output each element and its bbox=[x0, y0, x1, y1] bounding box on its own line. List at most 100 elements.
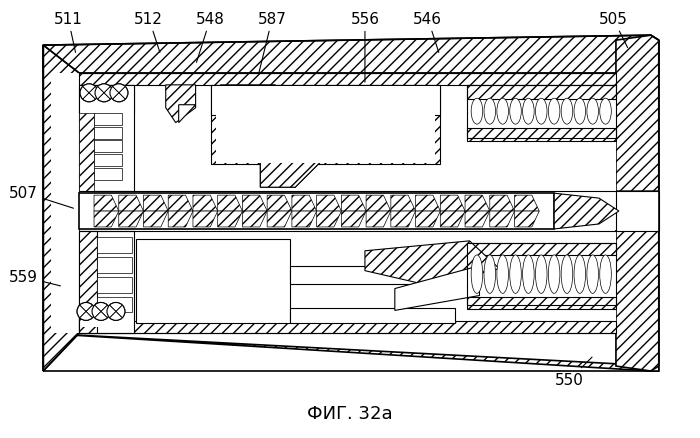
Ellipse shape bbox=[587, 99, 598, 125]
Bar bbox=[94, 141, 122, 153]
Polygon shape bbox=[440, 196, 465, 212]
Polygon shape bbox=[119, 212, 144, 227]
Text: 559: 559 bbox=[9, 269, 60, 286]
Polygon shape bbox=[267, 212, 292, 227]
Ellipse shape bbox=[471, 99, 483, 125]
Polygon shape bbox=[490, 212, 514, 227]
Text: 587: 587 bbox=[258, 12, 287, 73]
Polygon shape bbox=[193, 212, 218, 227]
Ellipse shape bbox=[548, 99, 560, 125]
Bar bbox=[97, 297, 132, 313]
Polygon shape bbox=[193, 196, 218, 212]
Bar bbox=[290, 266, 420, 284]
Bar bbox=[97, 277, 132, 293]
Polygon shape bbox=[43, 36, 659, 74]
Bar bbox=[466, 298, 616, 310]
Bar bbox=[79, 304, 129, 328]
Polygon shape bbox=[43, 333, 659, 371]
Ellipse shape bbox=[536, 99, 547, 125]
Polygon shape bbox=[342, 212, 366, 227]
Polygon shape bbox=[144, 212, 168, 227]
Text: ФИГ. 32а: ФИГ. 32а bbox=[307, 404, 393, 422]
Text: 511: 511 bbox=[54, 12, 83, 53]
Polygon shape bbox=[218, 196, 242, 212]
Polygon shape bbox=[616, 231, 659, 371]
Bar bbox=[216, 87, 435, 164]
Bar bbox=[97, 257, 132, 273]
Ellipse shape bbox=[510, 255, 522, 294]
Polygon shape bbox=[316, 212, 342, 227]
Bar bbox=[94, 169, 122, 181]
Circle shape bbox=[77, 303, 95, 321]
Polygon shape bbox=[119, 196, 144, 212]
Ellipse shape bbox=[536, 255, 547, 294]
Polygon shape bbox=[514, 196, 539, 212]
Bar bbox=[466, 86, 616, 138]
Ellipse shape bbox=[523, 99, 534, 125]
Circle shape bbox=[110, 85, 128, 102]
Polygon shape bbox=[465, 196, 490, 212]
Bar bbox=[79, 321, 616, 333]
Ellipse shape bbox=[561, 255, 573, 294]
Ellipse shape bbox=[510, 99, 522, 125]
Bar bbox=[83, 87, 128, 113]
Text: 548: 548 bbox=[196, 12, 225, 63]
Circle shape bbox=[95, 85, 113, 102]
Bar bbox=[79, 194, 554, 230]
Ellipse shape bbox=[471, 255, 483, 294]
Polygon shape bbox=[144, 196, 168, 212]
Circle shape bbox=[107, 303, 125, 321]
Polygon shape bbox=[43, 46, 79, 371]
Polygon shape bbox=[260, 133, 320, 188]
Polygon shape bbox=[440, 212, 465, 227]
Text: 546: 546 bbox=[413, 12, 442, 53]
Bar bbox=[616, 192, 659, 231]
Polygon shape bbox=[242, 212, 267, 227]
Ellipse shape bbox=[561, 99, 573, 125]
Bar bbox=[211, 86, 440, 165]
Polygon shape bbox=[260, 133, 320, 188]
Polygon shape bbox=[242, 196, 267, 212]
Polygon shape bbox=[94, 196, 119, 212]
Bar bbox=[94, 155, 122, 167]
Polygon shape bbox=[465, 212, 490, 227]
Bar bbox=[97, 237, 132, 253]
Polygon shape bbox=[316, 196, 342, 212]
Text: 550: 550 bbox=[554, 357, 592, 388]
Polygon shape bbox=[554, 194, 619, 230]
Polygon shape bbox=[168, 196, 193, 212]
Bar bbox=[466, 243, 616, 306]
Circle shape bbox=[92, 303, 110, 321]
Bar bbox=[211, 86, 440, 115]
Polygon shape bbox=[391, 212, 416, 227]
Bar bbox=[79, 113, 94, 192]
Polygon shape bbox=[218, 212, 242, 227]
Ellipse shape bbox=[587, 255, 598, 294]
Polygon shape bbox=[292, 212, 316, 227]
Circle shape bbox=[77, 303, 95, 321]
Polygon shape bbox=[178, 106, 195, 124]
Bar bbox=[220, 115, 420, 140]
Ellipse shape bbox=[484, 255, 496, 294]
Ellipse shape bbox=[497, 99, 508, 125]
Bar bbox=[79, 86, 134, 113]
Polygon shape bbox=[416, 212, 440, 227]
Ellipse shape bbox=[484, 99, 496, 125]
Bar bbox=[79, 74, 616, 86]
Polygon shape bbox=[366, 196, 391, 212]
Text: 512: 512 bbox=[134, 12, 163, 53]
Polygon shape bbox=[94, 212, 119, 227]
Circle shape bbox=[80, 85, 98, 102]
Bar bbox=[136, 239, 290, 324]
Bar bbox=[79, 231, 97, 333]
Bar bbox=[79, 86, 134, 192]
Text: 556: 556 bbox=[351, 12, 379, 83]
Ellipse shape bbox=[600, 99, 611, 125]
Polygon shape bbox=[616, 36, 659, 192]
Polygon shape bbox=[416, 196, 440, 212]
Bar bbox=[94, 113, 122, 125]
Ellipse shape bbox=[523, 255, 534, 294]
Ellipse shape bbox=[574, 99, 586, 125]
Bar bbox=[79, 231, 134, 333]
Polygon shape bbox=[365, 241, 499, 286]
